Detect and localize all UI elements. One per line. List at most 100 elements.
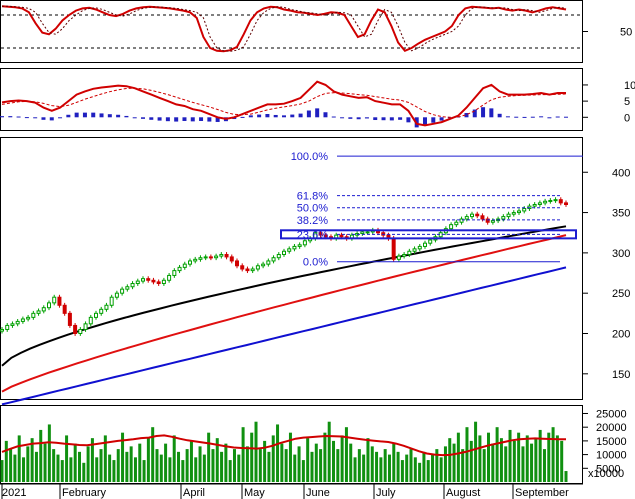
volume-bar bbox=[323, 432, 327, 482]
volume-bar bbox=[452, 443, 456, 482]
volume-bar bbox=[228, 460, 232, 482]
macd-histogram-bar bbox=[373, 117, 378, 121]
volume-bar bbox=[396, 451, 400, 482]
oscillator-line bbox=[1, 5, 567, 53]
candle-body bbox=[214, 255, 219, 259]
volume-bar bbox=[224, 443, 228, 482]
macd-histogram-bar bbox=[49, 117, 54, 121]
candle-body bbox=[501, 216, 506, 220]
volume-bar bbox=[340, 435, 344, 482]
candle-body bbox=[240, 265, 245, 270]
volume-bar bbox=[366, 438, 370, 482]
macd-histogram-bar bbox=[91, 112, 96, 118]
volume-bar bbox=[487, 432, 491, 482]
macd-histogram-bar bbox=[497, 113, 502, 118]
volume-bar bbox=[164, 443, 168, 482]
volume-bar bbox=[22, 457, 26, 482]
volume-bar bbox=[555, 435, 559, 482]
volume-bar bbox=[133, 457, 137, 482]
volume-bar bbox=[211, 449, 215, 482]
price-tick-label: 250 bbox=[612, 288, 630, 300]
candle-body bbox=[423, 242, 427, 247]
candle-body bbox=[0, 328, 4, 332]
macd-signal-line bbox=[1, 87, 567, 118]
candle-body bbox=[412, 248, 417, 252]
candle-body bbox=[517, 210, 521, 214]
candle-body bbox=[485, 218, 490, 223]
volume-bar bbox=[103, 435, 107, 482]
volume-bar bbox=[271, 435, 275, 482]
candle-body bbox=[172, 270, 177, 276]
candle-body bbox=[188, 260, 192, 265]
candle-body bbox=[88, 316, 93, 325]
candle-body bbox=[83, 323, 88, 330]
macd-histogram-bar bbox=[66, 114, 71, 118]
candle-body bbox=[130, 283, 135, 288]
macd-histogram-bar bbox=[564, 116, 568, 118]
volume-bar bbox=[319, 449, 323, 482]
macd-histogram-bar bbox=[182, 117, 187, 121]
volume-bar bbox=[379, 457, 383, 482]
candle-body bbox=[198, 257, 203, 260]
price-tick-label: 300 bbox=[612, 248, 630, 260]
volume-bar bbox=[276, 424, 280, 482]
volume-bar bbox=[542, 449, 546, 482]
volume-bar bbox=[177, 451, 181, 482]
macd-histogram-bar bbox=[82, 112, 87, 118]
candle-body bbox=[26, 316, 31, 320]
volume-bar bbox=[125, 451, 129, 482]
volume-bar bbox=[344, 427, 348, 482]
oscillator-signal-line bbox=[2, 5, 567, 52]
fibonacci-level-label: 61.8% bbox=[297, 191, 328, 203]
candle-body bbox=[318, 232, 323, 236]
candle-body bbox=[250, 268, 255, 272]
candle-body bbox=[156, 281, 161, 285]
candle-body bbox=[10, 323, 15, 326]
volume-bar bbox=[439, 457, 443, 482]
macd-histogram-bar bbox=[431, 117, 436, 123]
volume-moving-average-line bbox=[1, 434, 566, 457]
macd-histogram-bar bbox=[331, 116, 336, 118]
candle-body bbox=[125, 286, 130, 290]
candle-body bbox=[454, 221, 459, 226]
candle-body bbox=[67, 312, 72, 326]
macd-histogram-bar bbox=[514, 116, 519, 118]
candle-body bbox=[208, 256, 213, 259]
candle-body bbox=[261, 263, 266, 267]
volume-bar bbox=[508, 429, 512, 482]
x-axis-label: August bbox=[446, 487, 480, 499]
macd-histogram-bar bbox=[24, 117, 29, 119]
candle-body bbox=[94, 312, 98, 318]
candle-body bbox=[57, 296, 62, 306]
candle-body bbox=[235, 260, 239, 267]
volume-bar bbox=[30, 438, 34, 482]
volume-bar bbox=[146, 438, 150, 482]
volume-bar bbox=[405, 454, 409, 482]
candle-body bbox=[464, 216, 469, 220]
macd-tick-label: 5 bbox=[624, 96, 630, 108]
volume-bar bbox=[267, 451, 271, 482]
candle-body bbox=[31, 312, 36, 318]
volume-bar bbox=[26, 446, 30, 482]
volume-bar bbox=[478, 435, 482, 482]
candle-body bbox=[287, 248, 292, 252]
candle-body bbox=[475, 213, 480, 217]
volume-bar bbox=[310, 451, 314, 482]
volume-tick-label: 10000 bbox=[596, 450, 627, 462]
volume-bar bbox=[392, 443, 396, 482]
fibonacci-level-label: 100.0% bbox=[291, 151, 329, 163]
macd-histogram-bar bbox=[381, 117, 386, 121]
volume-bar bbox=[336, 449, 340, 482]
macd-histogram-bar bbox=[165, 117, 170, 122]
volume-bar bbox=[207, 432, 211, 482]
candle-body bbox=[470, 213, 474, 218]
fibonacci-level-label: 38.2% bbox=[297, 215, 328, 227]
macd-histogram-bar bbox=[248, 115, 253, 118]
macd-histogram-bar bbox=[141, 117, 145, 119]
macd-histogram-bar bbox=[0, 116, 4, 118]
candle-body bbox=[428, 239, 433, 244]
volume-bar bbox=[280, 443, 284, 482]
volume-bar bbox=[77, 451, 81, 482]
volume-bar bbox=[4, 440, 8, 482]
volume-unit-label: x10000 bbox=[588, 468, 624, 480]
